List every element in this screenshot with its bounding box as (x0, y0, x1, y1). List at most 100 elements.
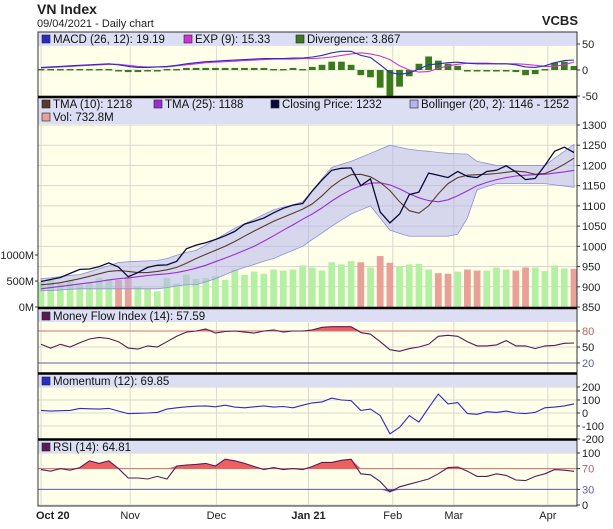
mfi-y-tick-label: 50 (582, 342, 594, 354)
volume-bar (95, 277, 103, 307)
volume-bar (551, 265, 558, 307)
vol-legend-label: Vol: 732.8M (53, 112, 114, 124)
mfi-line (40, 326, 575, 352)
divergence-bar (522, 70, 529, 76)
chart-subtitle: 09/04/2021 - Daily chart (37, 18, 154, 30)
volume-bar (57, 283, 64, 307)
volume-bar (483, 270, 491, 307)
volume-bar (454, 271, 462, 307)
divergence-bar (560, 61, 568, 70)
macd-swatch (41, 34, 51, 44)
volume-bar (376, 256, 384, 307)
volume-bar (541, 271, 549, 307)
divergence-bar (464, 70, 471, 72)
divergence-bar (279, 68, 287, 71)
price-y-tick-label: 1250 (582, 140, 606, 152)
volume-bar (367, 267, 374, 307)
closing-price-line (40, 146, 575, 283)
rsi-y-tick-label: 0 (582, 500, 588, 512)
divergence-bar (76, 68, 84, 71)
momentum-y-tick-label: -100 (582, 421, 604, 433)
chart-frame (37, 31, 578, 507)
volume-bar (260, 273, 268, 307)
x-tick-label: Apr (539, 510, 556, 522)
divergence-bar (396, 70, 403, 87)
volume-bar (241, 274, 248, 307)
volume-bar (192, 278, 200, 307)
rsi-line (40, 458, 575, 493)
volume-bar (338, 264, 345, 307)
macd-line (40, 50, 575, 75)
brand-label: VCBS (542, 13, 578, 28)
momentum-swatch (41, 376, 51, 386)
bollinger-band (40, 143, 575, 292)
volume-bar (115, 279, 122, 307)
momentum-y-tick-label: 200 (582, 382, 600, 394)
mfi-swatch (41, 311, 51, 321)
volume-bar (270, 269, 277, 307)
volume-bar (415, 263, 423, 307)
mfi-y-tick-label: 80 (582, 326, 594, 338)
volume-bar (182, 274, 190, 307)
rsi-legend-label: RSI (14): 64.81 (53, 442, 131, 454)
rsi-y-tick-label: 30 (582, 484, 594, 496)
price-y-tick-label: 1050 (582, 221, 606, 233)
volume-bar (173, 283, 181, 307)
divergence-bar (289, 67, 297, 70)
divergence-bar (37, 68, 45, 71)
bollinger-legend-label: Bollinger (20, 2): 1146 - 1252 (421, 99, 569, 111)
momentum-line (40, 393, 575, 435)
divergence-bar (270, 68, 277, 71)
x-tick-label: Oct 20 (36, 510, 70, 522)
divergence-bar (192, 67, 200, 70)
volume-bar (250, 271, 258, 307)
divergence-bar (444, 63, 452, 70)
price-y-tick-label: 900 (582, 282, 600, 294)
chart-title: VN Index (37, 1, 97, 17)
volume-bar (502, 269, 510, 307)
divergence-bar (212, 67, 219, 70)
vol-swatch (41, 112, 51, 122)
divergence-bar (483, 70, 491, 72)
volume-bar (212, 275, 219, 307)
divergence-bar (328, 61, 336, 70)
volume-bar (144, 288, 151, 307)
tma25-legend-label: TMA (25): 1188 (165, 99, 243, 111)
macd-legend-band (38, 32, 577, 46)
divergence-bar (163, 68, 171, 71)
price-y-tick-label: 1150 (582, 181, 606, 193)
macd-legend-label: MACD (26, 12): 19.19 (53, 34, 165, 46)
divergence-bar (95, 68, 103, 71)
volume-bar (531, 267, 539, 307)
volume-bar (386, 262, 394, 307)
volume-bar (425, 269, 433, 307)
divergence-bar (231, 67, 239, 70)
divergence-bar (134, 70, 142, 73)
divergence-bar (260, 67, 268, 70)
tma25-line (40, 169, 575, 290)
divergence-bar (425, 56, 433, 70)
momentum-legend-band (38, 374, 577, 387)
volume-bar (86, 282, 93, 307)
divergence-bar (124, 70, 132, 73)
divergence-bar (347, 64, 355, 70)
volume-bar (464, 269, 471, 307)
price-legend-band (38, 97, 577, 124)
rsi-y-tick-label: 70 (582, 464, 594, 476)
tma10-swatch (41, 99, 51, 109)
volume-bar (512, 270, 520, 307)
x-tick-label: Jan 21 (291, 510, 325, 522)
volume-y-tick-label: 0M (19, 302, 34, 314)
volume-bar (473, 270, 481, 307)
volume-bar (289, 269, 297, 307)
volume-y-tick-label: 500M (6, 276, 34, 288)
volume-bar (328, 262, 336, 307)
tma10-line (40, 157, 575, 286)
volume-bar (279, 270, 287, 307)
macd-legend: MACD (26, 12): 19.19 EXP (9): 15.33 Dive… (41, 34, 400, 46)
divergence-bar (318, 64, 326, 70)
momentum-y-tick-label: 0 (582, 408, 588, 420)
divergence-bar (299, 68, 307, 71)
exp-line (40, 52, 575, 73)
close-swatch (270, 99, 280, 109)
